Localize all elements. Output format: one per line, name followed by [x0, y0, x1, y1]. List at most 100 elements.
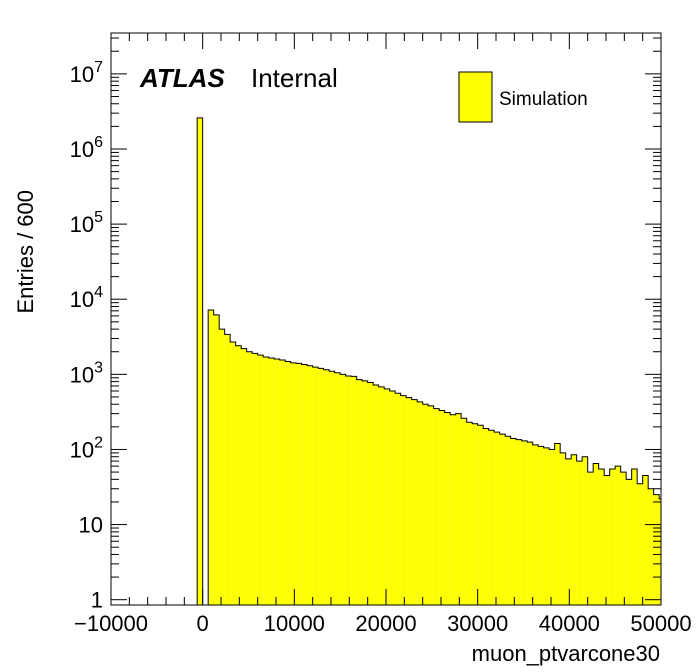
histogram-bar — [389, 391, 396, 605]
histogram-bar — [620, 472, 627, 605]
histogram-bar — [444, 412, 451, 605]
histogram-bar — [208, 309, 214, 605]
histogram-bar — [279, 360, 286, 605]
histogram-bar — [477, 425, 484, 605]
y-axis-title: Entries / 600 — [13, 190, 38, 314]
histogram-bar — [241, 348, 247, 605]
histogram-bar — [312, 367, 319, 605]
histogram-bar — [301, 364, 308, 605]
histogram-bar — [378, 386, 385, 605]
histogram-bar — [659, 498, 661, 605]
x-tick-label: 0 — [197, 611, 209, 636]
histogram-bar — [637, 483, 643, 605]
histogram-bar — [565, 458, 572, 605]
histogram-bar — [598, 468, 605, 605]
histogram-bar — [631, 468, 638, 605]
atlas-label: ATLAS — [139, 63, 225, 93]
histogram-bar — [439, 410, 445, 605]
histogram-bar — [307, 365, 313, 605]
histogram-bar — [406, 397, 412, 605]
histogram-bars — [196, 117, 661, 606]
x-axis-ticks: −10000 0 10000 20000 30000 40000 50000 — [74, 33, 692, 636]
x-tick-label: 30000 — [447, 611, 508, 636]
histogram-bar — [334, 372, 341, 605]
y-axis-ticks: 1 10 102 103 104 105 106 107 — [70, 37, 661, 613]
histogram-bar — [488, 430, 495, 605]
histogram-bar — [417, 401, 423, 605]
histogram-bar — [422, 404, 429, 605]
histogram-bar — [615, 466, 621, 605]
histogram-bar — [510, 438, 517, 605]
histogram-bar — [554, 443, 561, 605]
histogram-bar — [549, 449, 555, 605]
histogram-bar — [560, 452, 566, 605]
histogram-bar — [543, 447, 550, 605]
histogram-bar — [356, 379, 363, 605]
histogram-bar — [571, 454, 577, 605]
y-tick-label: 10 — [79, 513, 103, 538]
histogram-bar — [461, 418, 467, 605]
histogram-bar — [290, 362, 297, 605]
y-tick-label: 104 — [70, 284, 103, 312]
histogram-bar — [362, 380, 368, 605]
histogram-bar — [230, 341, 236, 605]
histogram-bar — [373, 385, 379, 605]
x-tick-label: −10000 — [74, 611, 148, 636]
legend-swatch — [458, 71, 493, 123]
histogram-bar — [263, 357, 269, 605]
histogram-bar — [582, 456, 588, 605]
histogram-bar — [329, 371, 335, 605]
histogram-bar — [505, 436, 511, 605]
histogram-bar — [318, 368, 324, 605]
y-tick-label: 106 — [70, 134, 103, 162]
x-tick-label: 40000 — [539, 611, 600, 636]
histogram-bar — [494, 432, 500, 605]
histogram-bar — [538, 446, 544, 605]
y-tick-label: 1 — [91, 588, 103, 613]
histogram-bar — [235, 345, 242, 605]
histogram-bar — [213, 314, 220, 605]
histogram-bar — [285, 361, 291, 605]
x-axis-title: muon_ptvarcone30 — [472, 641, 660, 666]
legend-label: Simulation — [499, 89, 588, 110]
histogram-bar — [576, 461, 583, 605]
histogram-bar — [527, 442, 533, 605]
histogram-bar — [345, 376, 352, 605]
histogram-bar — [532, 444, 539, 605]
internal-label: Internal — [251, 63, 338, 93]
histogram-bar — [648, 488, 654, 605]
histogram-bar — [521, 440, 528, 605]
y-tick-label: 102 — [70, 434, 103, 462]
histogram-bar — [433, 408, 440, 605]
histogram-bar — [323, 369, 330, 605]
histogram-bar — [400, 395, 407, 605]
histogram-bar — [252, 353, 258, 605]
histogram-bar — [593, 463, 599, 605]
histogram-bar — [224, 334, 231, 605]
histogram-bar — [274, 359, 280, 605]
histogram-bar — [395, 393, 401, 605]
histogram-bar — [428, 405, 434, 605]
histogram-bar — [609, 468, 616, 605]
y-tick-label: 105 — [70, 209, 103, 237]
histogram-bar — [268, 358, 275, 605]
x-tick-label: 50000 — [630, 611, 691, 636]
histogram-bar — [351, 376, 357, 605]
histogram-bar — [604, 475, 610, 605]
histogram-bar — [219, 329, 225, 605]
x-tick-label: 20000 — [355, 611, 416, 636]
histogram-bar — [257, 355, 264, 605]
histogram-bar — [296, 363, 302, 605]
histogram-bar — [516, 439, 522, 605]
histogram-bar — [450, 414, 456, 605]
x-tick-label: 10000 — [264, 611, 325, 636]
histogram-bar — [384, 388, 390, 605]
y-tick-label: 107 — [70, 59, 103, 87]
histogram-outline — [196, 117, 661, 606]
histogram-bar — [472, 423, 478, 605]
histogram-bar — [367, 382, 374, 605]
histogram-bar — [626, 479, 632, 605]
histogram-bar — [340, 374, 346, 605]
histogram-bar — [455, 413, 462, 605]
